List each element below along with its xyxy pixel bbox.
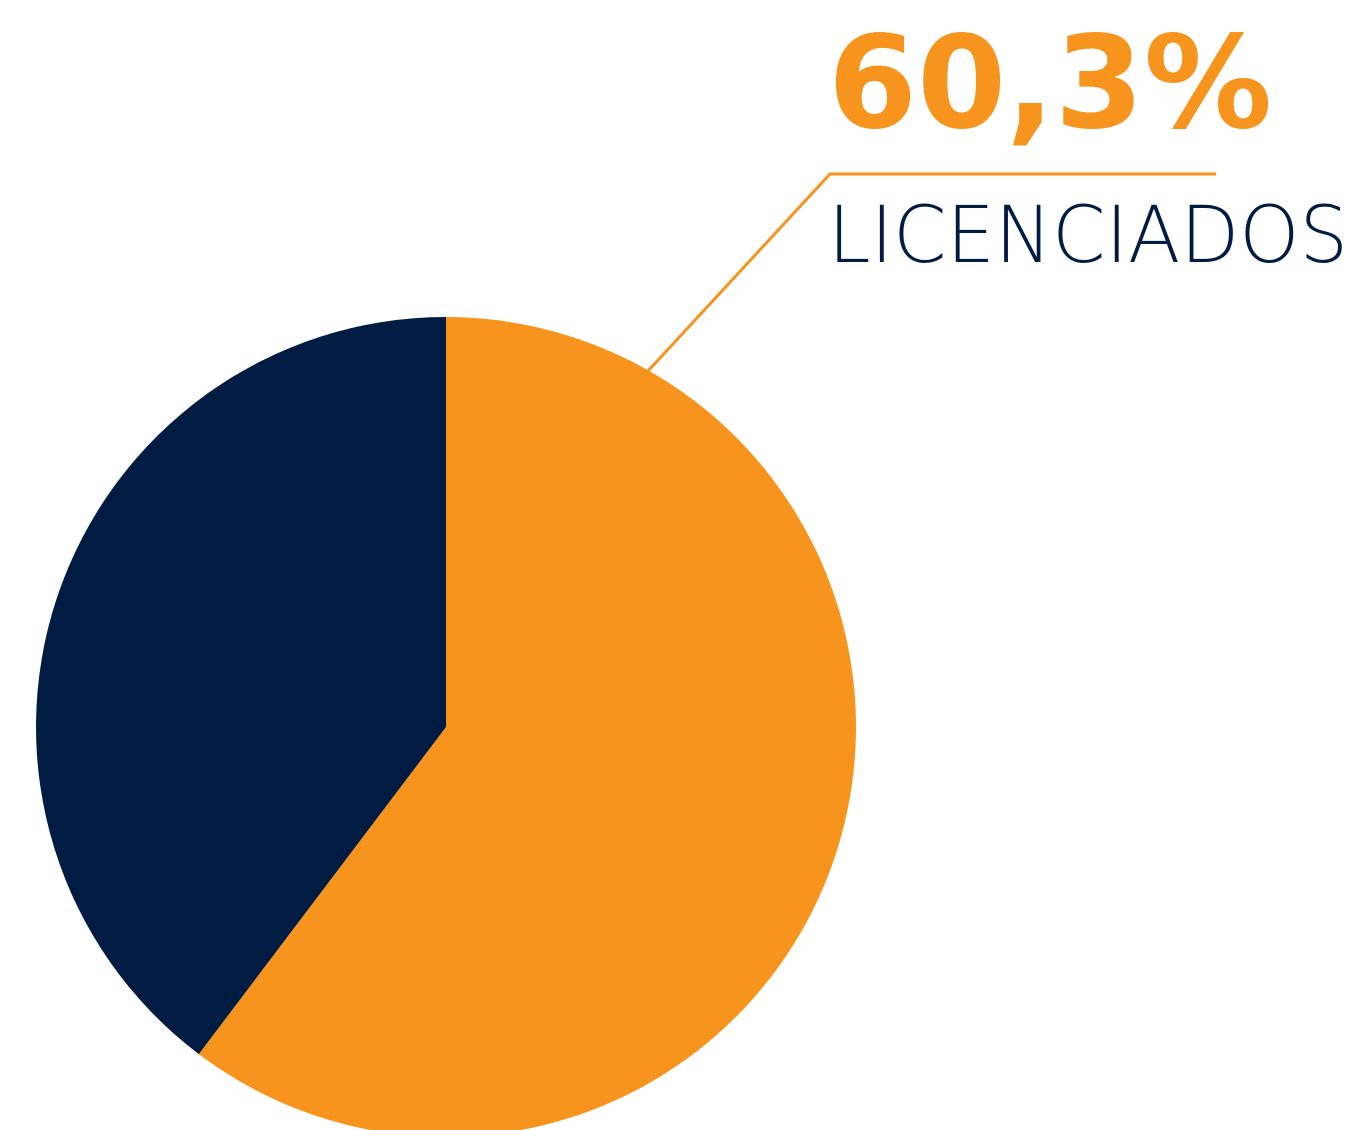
leader-line: [646, 172, 1216, 373]
pie: [36, 317, 856, 1130]
value-label: 60,3%: [828, 9, 1272, 158]
pie-slice: [198, 317, 856, 1130]
pie-slice: [36, 317, 446, 1055]
category-label: LICENCIADOS: [828, 191, 1348, 281]
